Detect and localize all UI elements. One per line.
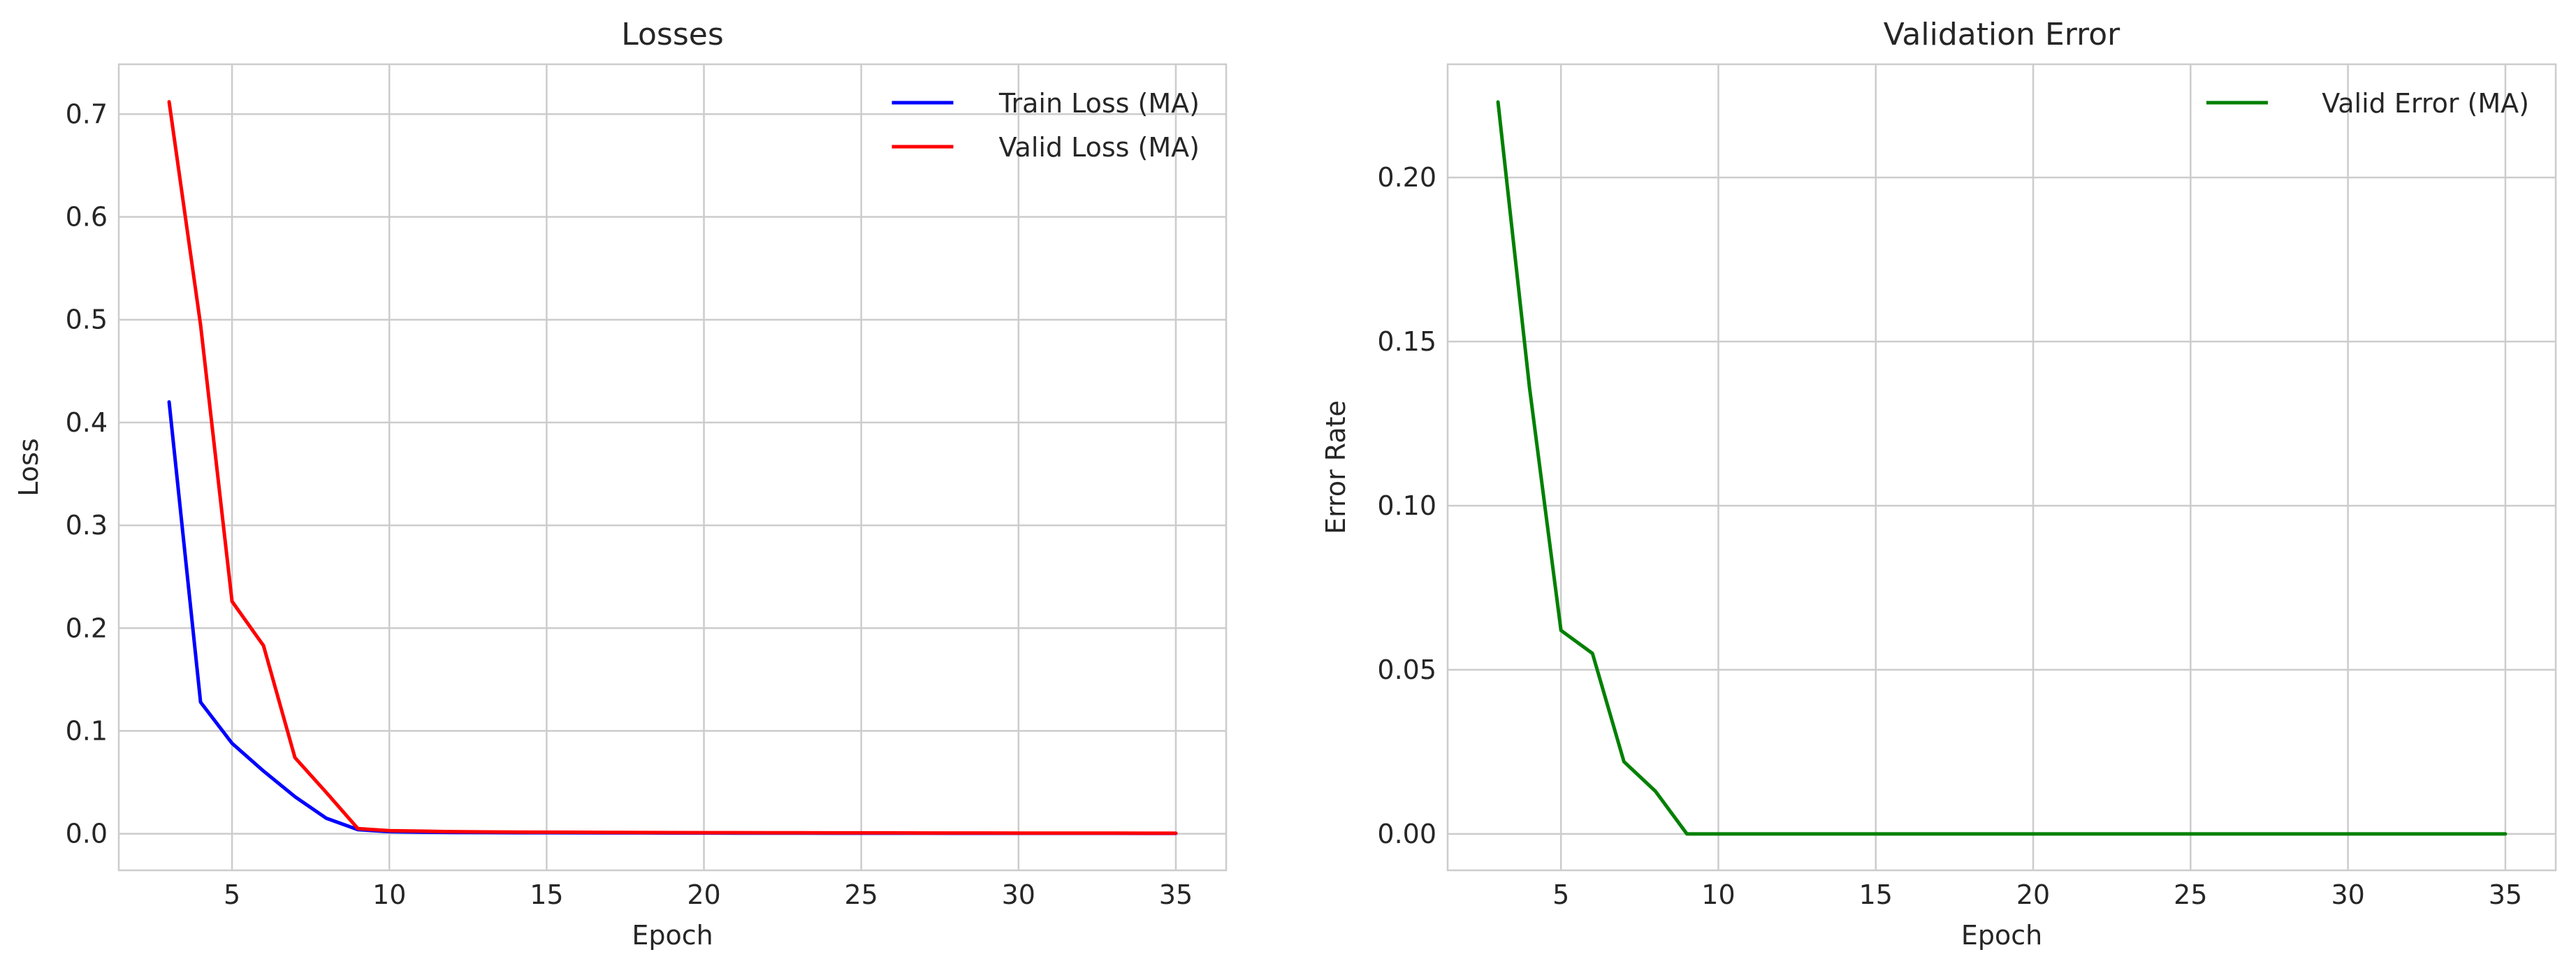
- x-axis-label: Epoch: [632, 920, 713, 951]
- x-tick-label: 15: [1859, 879, 1893, 910]
- y-tick-label: 0.1: [66, 715, 108, 746]
- x-axis-label: Epoch: [1961, 920, 2042, 951]
- x-tick-label: 10: [372, 879, 406, 910]
- validation-error-chart: Validation Error Epoch Error Rate 5 10 15 2…: [1320, 17, 2557, 951]
- legend: Valid Error (MA): [2206, 88, 2529, 119]
- x-tick-label: 10: [1701, 879, 1735, 910]
- y-axis-label: Error Rate: [1320, 400, 1351, 534]
- series-line-train-loss-ma: [167, 400, 1178, 835]
- x-tick-label: 25: [2174, 879, 2207, 910]
- y-tick-label: 0.10: [1377, 490, 1436, 521]
- chart-title: Validation Error: [1884, 17, 2120, 52]
- grid: [119, 64, 1226, 870]
- plot-frame: [117, 63, 1228, 872]
- y-tick-label: 0.15: [1377, 326, 1436, 357]
- legend-label: Train Loss (MA): [998, 88, 1200, 119]
- x-tick-label: 20: [2016, 879, 2050, 910]
- y-tick-label: 0.00: [1377, 819, 1436, 849]
- x-tick-label: 15: [530, 879, 563, 910]
- y-tick-label: 0.6: [66, 202, 108, 233]
- y-axis-label: Loss: [13, 438, 44, 496]
- x-tick-label: 25: [844, 879, 878, 910]
- x-tick-label: 35: [1159, 879, 1193, 910]
- y-tick-label: 0.05: [1377, 654, 1436, 685]
- grid: [1448, 64, 2556, 870]
- x-tick-label: 20: [687, 879, 720, 910]
- legend-label: Valid Loss (MA): [998, 132, 1200, 163]
- chart-title: Losses: [621, 17, 724, 52]
- y-tick-label: 0.4: [66, 407, 108, 438]
- x-tick-label: 5: [1552, 879, 1569, 910]
- legend-label: Valid Error (MA): [2322, 88, 2529, 119]
- plot-frame: [1446, 63, 2557, 872]
- series-line-valid-loss-ma: [167, 100, 1178, 835]
- y-tick-label: 0.5: [66, 305, 108, 335]
- y-tick-label: 0.0: [66, 819, 108, 849]
- legend: Train Loss (MA) Valid Loss (MA): [892, 88, 1200, 163]
- y-tick-label: 0.3: [66, 510, 108, 541]
- x-tick-label: 30: [1002, 879, 1035, 910]
- x-tick-label: 30: [2331, 879, 2364, 910]
- y-tick-label: 0.2: [66, 613, 108, 643]
- series-line-valid-error-ma: [1496, 100, 2508, 836]
- y-tick-label: 0.20: [1377, 162, 1436, 193]
- x-tick-label: 35: [2489, 879, 2522, 910]
- x-tick-label: 5: [224, 879, 240, 910]
- y-tick-label: 0.7: [66, 98, 108, 129]
- losses-chart: Losses Epoch Loss 5 10 15 20 25 30 35 0.0 0.1 0.2…: [13, 17, 1228, 951]
